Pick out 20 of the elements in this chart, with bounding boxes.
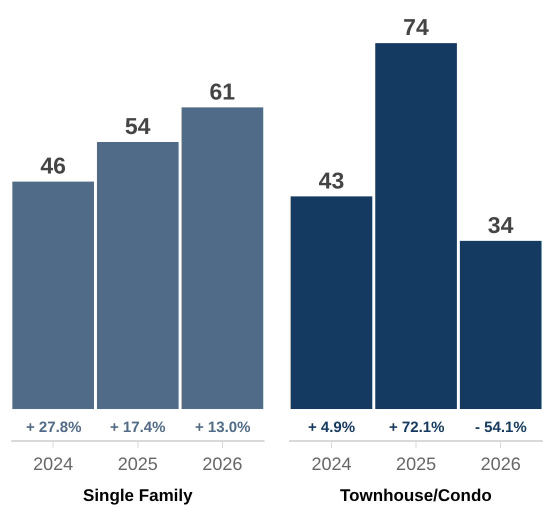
text: + 4.9% [308, 419, 356, 436]
data-label: 74 [403, 14, 429, 40]
text: + 17.4% [110, 419, 166, 436]
text: - 54.1% [475, 419, 527, 436]
text: + 72.1% [389, 419, 444, 436]
x-tick-label: 2025 [118, 454, 158, 474]
data-label: 34 [488, 212, 514, 238]
data-label: 61 [210, 78, 236, 104]
x-axis-title: Single Family [83, 486, 194, 505]
x-tick-label: 2026 [480, 454, 521, 474]
x-tick-label: 2024 [311, 454, 352, 474]
x-tick-label: 2026 [202, 454, 242, 474]
text: + 13.0% [195, 419, 250, 436]
x-tick-label: 2024 [33, 454, 74, 474]
data-label: 46 [40, 152, 66, 179]
data-label: 54 [124, 113, 151, 139]
text: + 27.8% [26, 419, 82, 436]
data-label: 43 [318, 167, 344, 194]
x-axis-title: Townhouse/Condo [340, 486, 492, 505]
x-tick-label: 2025 [396, 454, 436, 474]
